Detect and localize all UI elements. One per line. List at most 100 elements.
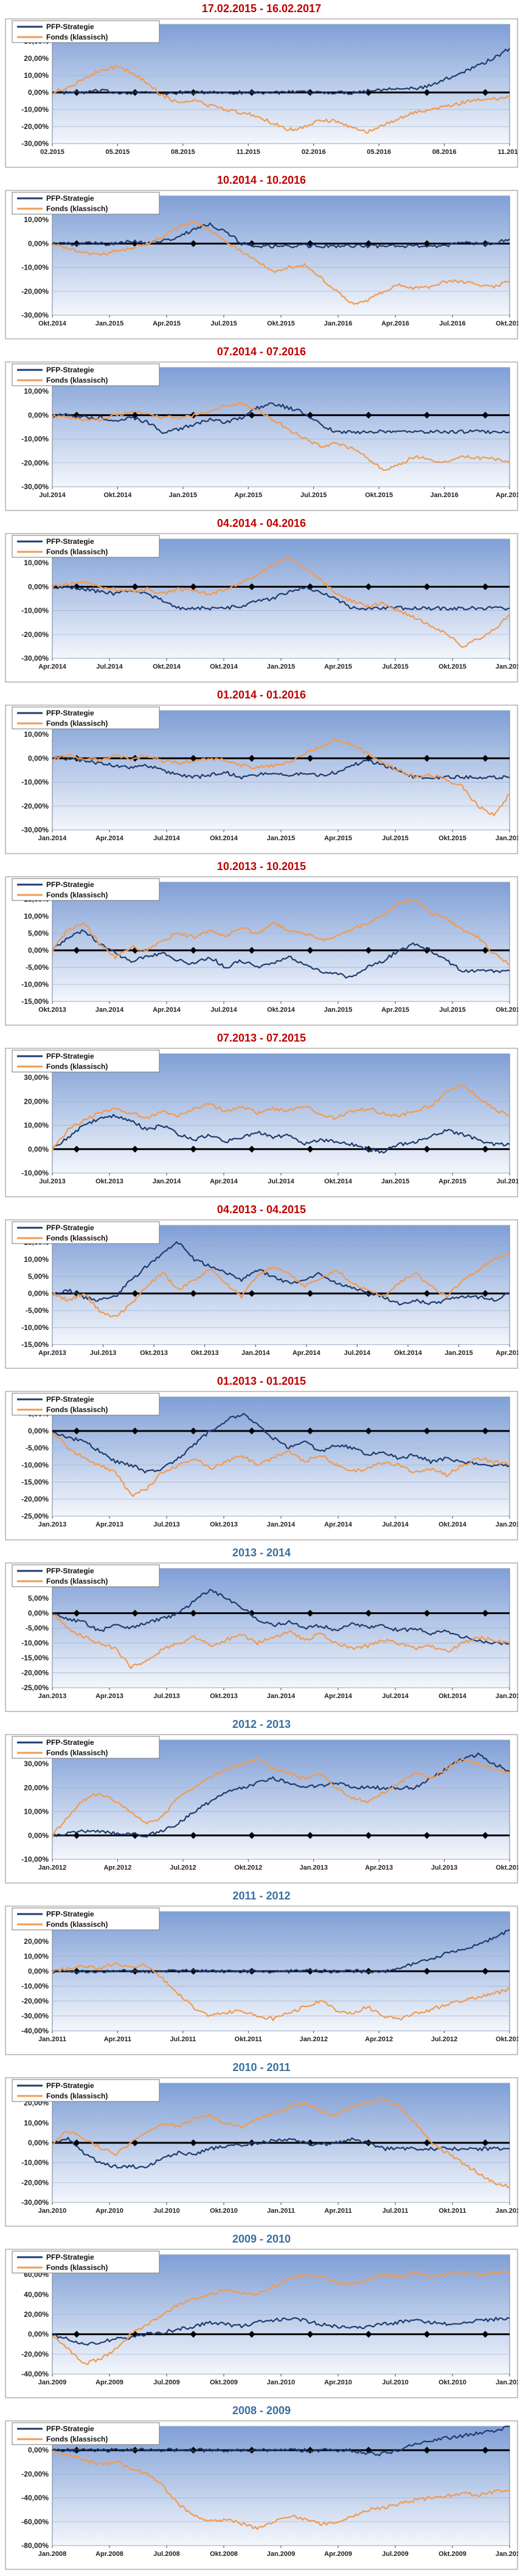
chart-title: 10.2013 - 10.2015 bbox=[216, 860, 307, 872]
legend-box bbox=[12, 2422, 160, 2445]
x-tick-label: Jan.2013 bbox=[38, 1693, 66, 1700]
legend-strategy-label: PFP-Strategie bbox=[46, 537, 94, 546]
baseline-marker bbox=[482, 1609, 489, 1617]
legend-fund-label: Fonds (klassisch) bbox=[46, 2092, 108, 2100]
x-tick-label: 05.2015 bbox=[106, 148, 130, 156]
legend-strategy-label: PFP-Strategie bbox=[46, 1052, 94, 1060]
legend-box bbox=[12, 535, 160, 558]
legend-strategy-label: PFP-Strategie bbox=[46, 880, 94, 889]
x-tick-label: 02.2016 bbox=[302, 148, 326, 156]
chart-panel: 2012 - 201340,00%30,00%20,00%10,00%0,00%… bbox=[0, 1718, 523, 1890]
y-tick-label: -80,00% bbox=[21, 2541, 49, 2550]
x-tick-label: Apr.2015 bbox=[496, 1349, 518, 1357]
y-tick-label: -20,00% bbox=[21, 1997, 49, 2005]
x-tick-label: Jan.2016 bbox=[430, 492, 458, 499]
legend-box bbox=[12, 1736, 160, 1759]
x-tick-label: Jan.2015 bbox=[496, 1693, 518, 1700]
x-tick-label: Jan.2012 bbox=[496, 2207, 518, 2215]
chart-panel: 10.2013 - 10.201520,00%15,00%10,00%5,00%… bbox=[0, 860, 523, 1032]
chart-panel: 01.2014 - 01.201620,00%10,00%0,00%-10,00… bbox=[0, 689, 523, 860]
x-tick-label: Apr.2015 bbox=[324, 835, 352, 842]
x-tick-label: Jan.2015 bbox=[445, 1349, 473, 1357]
x-tick-label: Jul.2011 bbox=[383, 2207, 409, 2215]
x-tick-label: Jan.2012 bbox=[38, 1864, 66, 1871]
baseline-marker bbox=[423, 1427, 431, 1435]
y-tick-label: -10,00% bbox=[21, 1982, 49, 1991]
x-tick-label: Jan.2016 bbox=[324, 320, 352, 327]
x-tick-label: Apr.2008 bbox=[95, 2550, 123, 2558]
x-tick-label: Apr.2014 bbox=[324, 1521, 353, 1528]
chart-title: 2012 - 2013 bbox=[232, 1718, 291, 1730]
x-tick-label: Okt.2012 bbox=[234, 1864, 262, 1871]
legend-box bbox=[12, 878, 160, 901]
x-tick-label: Okt.2013 bbox=[496, 1864, 518, 1871]
chart-panel: 2013 - 201415,00%10,00%5,00%0,00%-5,00%-… bbox=[0, 1547, 523, 1718]
y-tick-label: 10,00% bbox=[24, 1121, 49, 1130]
y-tick-label: 0,00% bbox=[28, 2139, 49, 2147]
y-tick-label: 0,00% bbox=[28, 239, 49, 248]
strategy-series-line bbox=[51, 1113, 510, 1154]
fund-series-line bbox=[52, 1962, 510, 2022]
strategy-series-line bbox=[52, 2137, 510, 2169]
chart-title: 2013 - 2014 bbox=[232, 1547, 291, 1559]
x-tick-label: Okt.2014 bbox=[210, 835, 238, 842]
strategy-series-line bbox=[52, 1589, 510, 1645]
legend-strategy-label: PFP-Strategie bbox=[46, 1738, 94, 1747]
plot-area bbox=[52, 1739, 510, 1860]
x-tick-label: Okt.2015 bbox=[496, 1006, 518, 1014]
legend-strategy-label: PFP-Strategie bbox=[46, 2081, 94, 2090]
y-tick-label: 5,00% bbox=[28, 1272, 49, 1281]
y-tick-label: 0,00% bbox=[28, 411, 49, 419]
chart-legend: PFP-Strategie Fonds (klassisch) bbox=[12, 1907, 160, 1930]
x-tick-label: Jan.2014 bbox=[267, 1693, 296, 1700]
x-tick-label: Jul.2012 bbox=[431, 2036, 457, 2043]
x-tick-label: Apr.2014 bbox=[293, 1349, 321, 1357]
legend-strategy-label: PFP-Strategie bbox=[46, 2425, 94, 2433]
x-tick-label: Jan.2008 bbox=[38, 2550, 66, 2558]
x-tick-label: Apr.2013 bbox=[95, 1521, 123, 1528]
legend-strategy-label: PFP-Strategie bbox=[46, 1567, 94, 1575]
x-tick-label: Jul.2010 bbox=[153, 2207, 179, 2215]
x-tick-label: Okt.2014 bbox=[267, 1006, 296, 1014]
y-tick-label: 30,00% bbox=[24, 1073, 49, 1082]
line-chart: 30,00%20,00%10,00%0,00%-10,00%-20,00%-30… bbox=[5, 2077, 518, 2227]
legend-box bbox=[12, 2251, 160, 2274]
x-tick-label: Jul.2013 bbox=[153, 1693, 179, 1700]
x-tick-label: Okt.2013 bbox=[140, 1349, 168, 1357]
baseline-marker bbox=[190, 947, 197, 954]
x-tick-label: 11.2016 bbox=[497, 148, 518, 156]
baseline-marker bbox=[131, 1427, 139, 1435]
y-tick-label: 0,00% bbox=[28, 88, 49, 97]
x-tick-label: Jul.2013 bbox=[90, 1349, 116, 1357]
legend-box bbox=[12, 1050, 160, 1073]
legend-box bbox=[12, 1564, 160, 1587]
y-tick-label: -30,00% bbox=[21, 2198, 49, 2207]
x-tick-label: Jan.2015 bbox=[381, 1178, 409, 1185]
x-tick-label: Jan.2014 bbox=[153, 1178, 181, 1185]
legend-fund-label: Fonds (klassisch) bbox=[46, 719, 108, 728]
x-tick-label: Apr.2010 bbox=[95, 2207, 123, 2215]
baseline-marker bbox=[365, 1832, 372, 1839]
y-tick-label: -20,00% bbox=[21, 287, 49, 296]
line-chart: 20,00%10,00%0,00%-10,00%-20,00%-30,00%Ap… bbox=[5, 533, 518, 683]
y-tick-label: -60,00% bbox=[21, 2518, 49, 2526]
fund-series-line bbox=[51, 1758, 510, 1838]
baseline-marker bbox=[482, 947, 489, 954]
legend-box bbox=[12, 20, 160, 43]
chart-title: 07.2014 - 07.2016 bbox=[216, 346, 307, 358]
y-tick-label: 30,00% bbox=[24, 1760, 49, 1768]
y-tick-label: 10,00% bbox=[24, 912, 49, 921]
x-tick-label: Okt.2013 bbox=[191, 1349, 219, 1357]
x-tick-label: Jan.2013 bbox=[299, 1864, 327, 1871]
y-tick-label: -15,00% bbox=[21, 1654, 49, 1662]
chart-panel: 2011 - 201240,00%30,00%20,00%10,00%0,00%… bbox=[0, 1890, 523, 2061]
y-tick-label: 40,00% bbox=[24, 2290, 49, 2299]
x-tick-label: Jul.2015 bbox=[382, 663, 408, 670]
baseline-marker bbox=[423, 1290, 431, 1297]
x-tick-label: Apr.2016 bbox=[496, 492, 518, 499]
chart-panel: 04.2013 - 04.201520,00%15,00%10,00%5,00%… bbox=[0, 1203, 523, 1375]
x-tick-label: Jul.2009 bbox=[382, 2550, 408, 2558]
y-tick-label: 20,00% bbox=[24, 54, 49, 63]
x-tick-label: Apr.2015 bbox=[381, 1006, 409, 1014]
y-tick-label: 0,00% bbox=[28, 582, 49, 591]
